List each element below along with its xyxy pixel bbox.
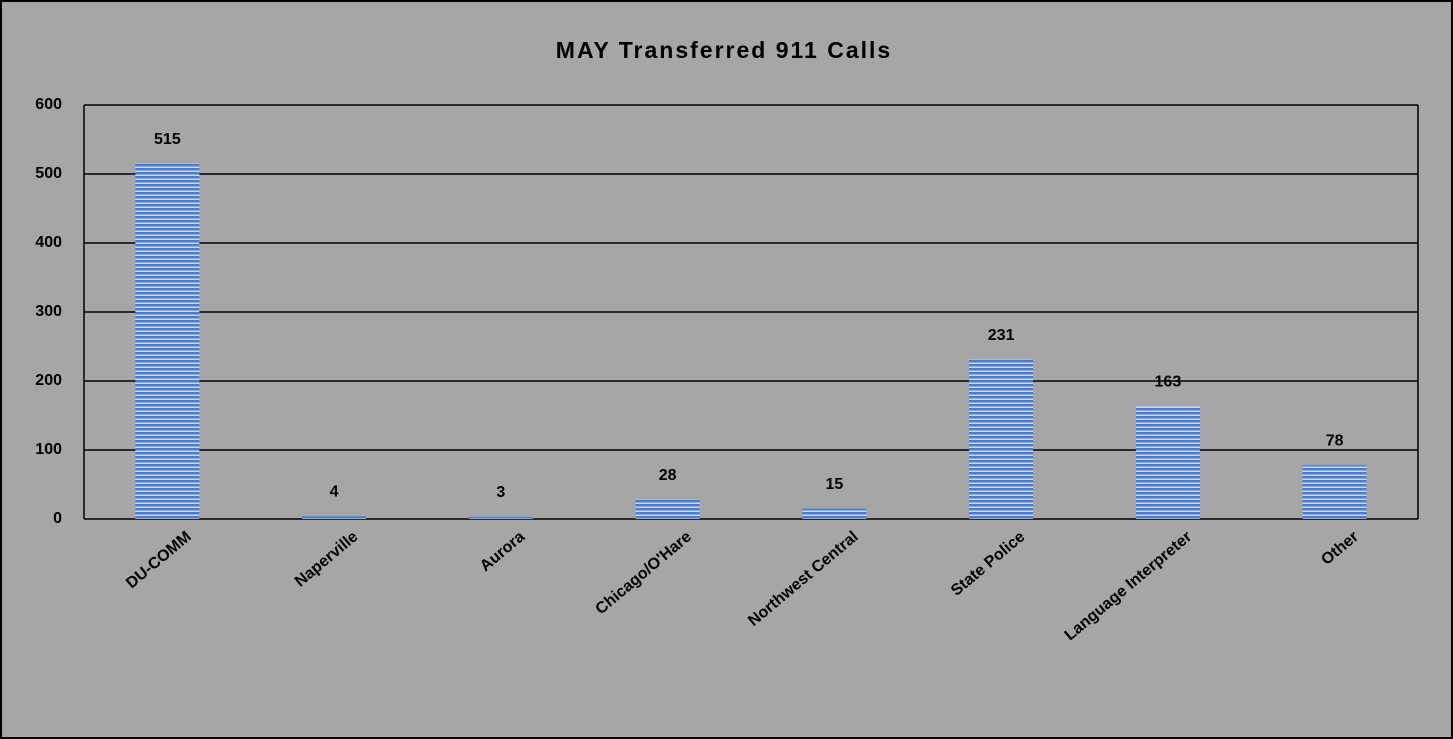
y-tick-label: 300 (35, 303, 62, 320)
value-label: 15 (825, 476, 843, 493)
bar (1302, 465, 1367, 519)
value-label: 163 (1155, 374, 1182, 391)
bar (1135, 406, 1200, 519)
bar (302, 516, 367, 519)
chart-title: MAY Transferred 911 Calls (556, 37, 892, 63)
value-label: 3 (496, 484, 505, 501)
value-label: 231 (988, 327, 1015, 344)
value-label: 28 (659, 467, 677, 484)
bar (135, 163, 200, 519)
bar (802, 508, 867, 519)
y-tick-label: 200 (35, 372, 62, 389)
bar (468, 516, 533, 519)
bar (969, 359, 1034, 519)
value-label: 4 (330, 483, 339, 500)
y-tick-label: 100 (35, 441, 62, 458)
y-tick-label: 500 (35, 165, 62, 182)
y-tick-label: 400 (35, 234, 62, 251)
y-tick-label: 600 (35, 96, 62, 113)
value-label: 515 (154, 131, 181, 148)
bar (635, 499, 700, 519)
y-tick-label: 0 (53, 510, 62, 527)
value-label: 78 (1326, 432, 1344, 449)
